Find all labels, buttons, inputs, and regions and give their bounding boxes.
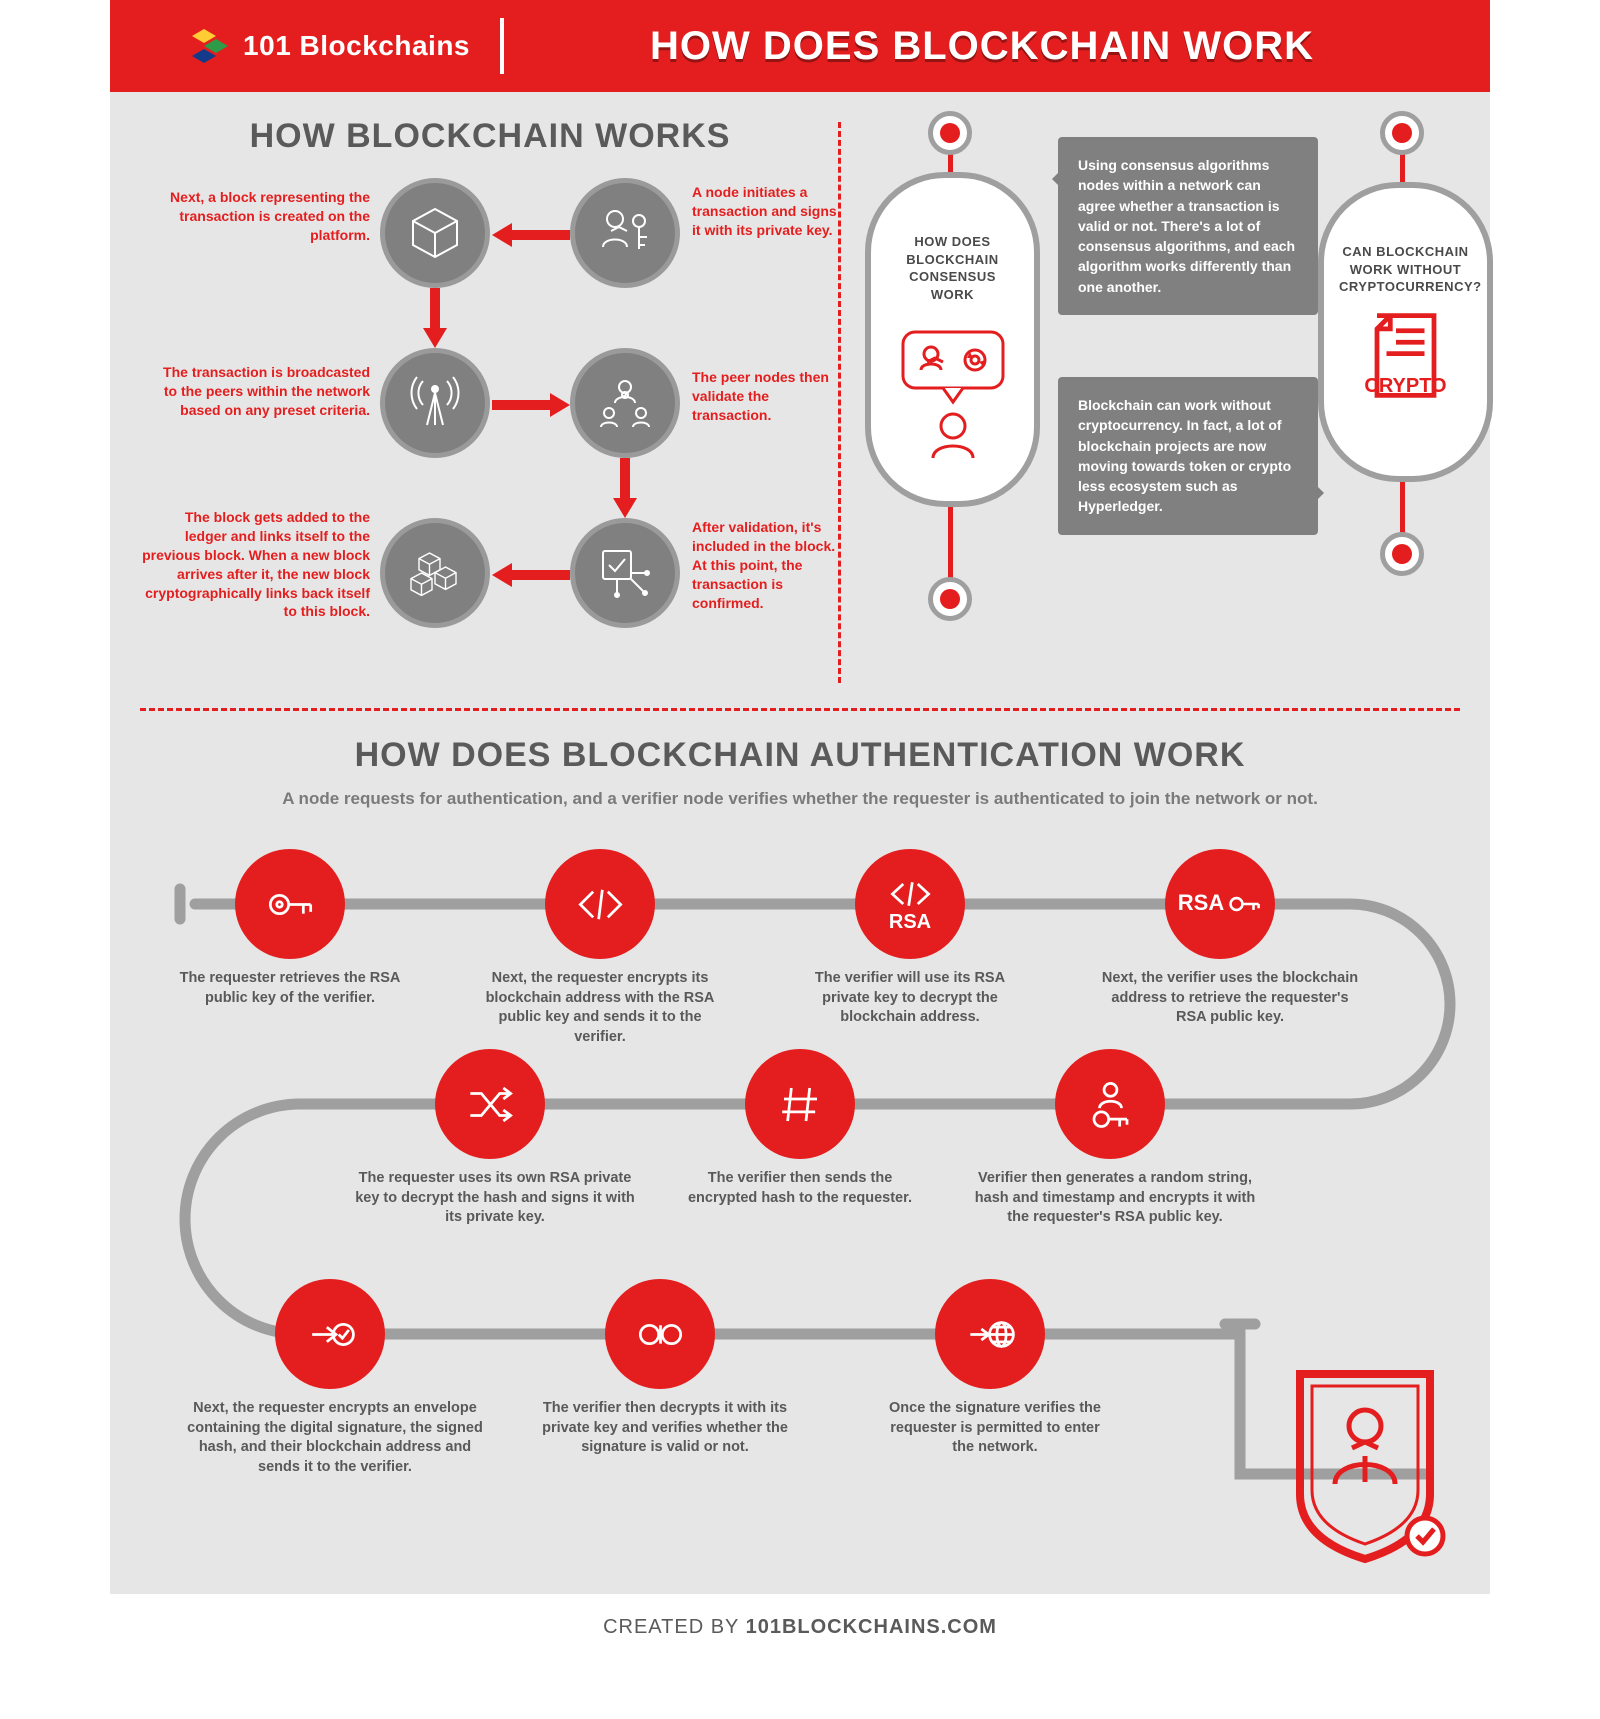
auth-flow: The requester retrieves the RSA public k… [140, 834, 1460, 1554]
header: 101 Blockchains HOW DOES BLOCKCHAIN WORK [110, 0, 1490, 92]
side-panel: HOW DOES BLOCKCHAIN CONSENSUS WORK [840, 117, 1460, 677]
auth-node-hash-icon [745, 1049, 855, 1159]
arrow-icon [492, 393, 570, 417]
page-title: HOW DOES BLOCKCHAIN WORK [504, 24, 1460, 69]
auth-node-key-icon [235, 849, 345, 959]
rsa-label: RSA [889, 911, 931, 934]
node-peers-icon [570, 348, 680, 458]
section1-title: HOW BLOCKCHAIN WORKS [140, 117, 840, 156]
auth-title: HOW DOES BLOCKCHAIN AUTHENTICATION WORK [140, 736, 1460, 775]
auth-node-shuffle-icon [435, 1049, 545, 1159]
pin-icon [1380, 532, 1424, 576]
arrow-icon [423, 288, 447, 348]
crypto-title: CAN BLOCKCHAIN WORK WITHOUT CRYPTOCURREN… [1339, 243, 1472, 296]
auth-step8: Next, the requester encrypts an envelope… [180, 1399, 490, 1477]
node-broadcast-icon [380, 348, 490, 458]
step3-caption: The transaction is broadcasted to the pe… [160, 363, 370, 420]
pin-icon [1380, 111, 1424, 155]
pin-stem [948, 507, 953, 587]
arrow-icon [492, 223, 570, 247]
how-works-panel: HOW BLOCKCHAIN WORKS A node initiates a … [140, 117, 840, 678]
auth-node-verify-sig-icon [605, 1279, 715, 1389]
auth-node-rsa-decrypt-icon: RSA [855, 849, 965, 959]
footer-prefix: CREATED BY [603, 1616, 746, 1638]
node-user-key-icon [570, 178, 680, 288]
auth-step3: The verifier will use its RSA private ke… [795, 969, 1025, 1028]
auth-section: HOW DOES BLOCKCHAIN AUTHENTICATION WORK … [110, 711, 1490, 1594]
consensus-icon [893, 317, 1013, 467]
pin-icon [928, 111, 972, 155]
auth-step6: The verifier then sends the encrypted ha… [685, 1169, 915, 1208]
auth-step5: Verifier then generates a random string,… [970, 1169, 1260, 1228]
auth-step10: Once the signature verifies the requeste… [880, 1399, 1110, 1458]
auth-step2: Next, the requester encrypts its blockch… [485, 969, 715, 1047]
logo: 101 Blockchains [140, 21, 500, 71]
rsa-label: RSA [1178, 890, 1224, 916]
arrow-icon [613, 458, 637, 518]
auth-node-hash-user-icon [1055, 1049, 1165, 1159]
auth-subtitle: A node requests for authentication, and … [140, 789, 1460, 809]
step5-caption: After validation, it's included in the b… [692, 518, 842, 612]
crypto-bubble: Blockchain can work without cryptocurren… [1058, 377, 1318, 535]
logo-icon [179, 21, 229, 71]
consensus-card: HOW DOES BLOCKCHAIN CONSENSUS WORK [865, 172, 1040, 507]
auth-step9: The verifier then decrypts it with its p… [535, 1399, 795, 1458]
step2-caption: Next, a block representing the transacti… [160, 188, 370, 245]
flow-diagram: A node initiates a transaction and signs… [140, 178, 840, 678]
brand-text: 101 Blockchains [243, 30, 470, 62]
auth-step1: The requester retrieves the RSA public k… [175, 969, 405, 1008]
auth-node-rsa-key-icon: RSA [1165, 849, 1275, 959]
crypto-card: CAN BLOCKCHAIN WORK WITHOUT CRYPTOCURREN… [1318, 182, 1493, 482]
verifier-shield-icon [1280, 1364, 1450, 1564]
pin-icon [928, 577, 972, 621]
auth-node-envelope-icon [275, 1279, 385, 1389]
footer-link: 101BLOCKCHAINS.COM [746, 1616, 997, 1638]
node-ledger-icon [380, 518, 490, 628]
consensus-bubble: Using consensus algorithms nodes within … [1058, 137, 1318, 315]
step6-caption: The block gets added to the ledger and l… [140, 508, 370, 621]
auth-step4: Next, the verifier uses the blockchain a… [1100, 969, 1360, 1028]
node-block-icon [380, 178, 490, 288]
consensus-title: HOW DOES BLOCKCHAIN CONSENSUS WORK [886, 233, 1019, 303]
node-confirm-icon [570, 518, 680, 628]
arrow-icon [492, 563, 570, 587]
footer: CREATED BY 101BLOCKCHAINS.COM [110, 1594, 1490, 1719]
auth-node-code-icon [545, 849, 655, 959]
auth-node-enter-network-icon [935, 1279, 1045, 1389]
step1-caption: A node initiates a transaction and signs… [692, 183, 842, 240]
auth-step7: The requester uses its own RSA private k… [355, 1169, 635, 1228]
top-area: HOW BLOCKCHAIN WORKS A node initiates a … [110, 92, 1490, 708]
step4-caption: The peer nodes then validate the transac… [692, 368, 842, 425]
